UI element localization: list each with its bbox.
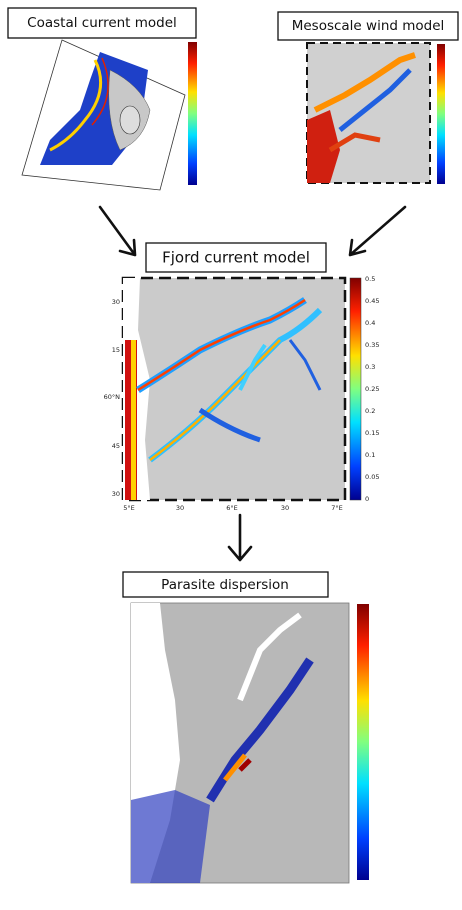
fjord bbox=[198, 407, 261, 443]
wind-panel bbox=[306, 42, 445, 184]
dispersion bbox=[206, 657, 314, 803]
y-tick-label: 30 bbox=[112, 490, 120, 498]
title-box bbox=[145, 242, 327, 273]
title-box bbox=[122, 571, 329, 598]
colorbar-tick-label: 0.2 bbox=[365, 407, 375, 415]
wind-field bbox=[313, 52, 416, 113]
title-box bbox=[7, 7, 197, 39]
colorbar-tick-label: 0.15 bbox=[365, 429, 379, 437]
node-title: Mesoscale wind model bbox=[292, 18, 445, 34]
x-tick-label: 30 bbox=[176, 504, 184, 512]
colorbar-tick-label: 0.35 bbox=[365, 341, 379, 349]
fjord bbox=[237, 612, 302, 702]
dispersion bbox=[223, 753, 247, 782]
colorbar-tick-label: 0 bbox=[365, 495, 369, 503]
land bbox=[119, 105, 141, 135]
wind-field bbox=[328, 132, 381, 153]
node-title: Fjord current model bbox=[162, 249, 310, 267]
y-tick-label: 15 bbox=[112, 346, 120, 354]
node-title: Coastal current model bbox=[27, 15, 177, 31]
wind-field bbox=[307, 110, 340, 183]
colorbar bbox=[188, 42, 197, 185]
y-tick-label: 45 bbox=[112, 442, 120, 450]
arrows bbox=[98, 205, 407, 562]
title-box bbox=[277, 11, 459, 41]
fjord bbox=[137, 298, 306, 392]
colorbar-tick-label: 0.3 bbox=[365, 363, 375, 371]
colorbar-tick-label: 0.1 bbox=[365, 451, 375, 459]
colorbar bbox=[357, 604, 369, 880]
coastal-panel bbox=[21, 39, 197, 191]
fjord bbox=[288, 339, 322, 391]
colorbar-tick-label: 0.05 bbox=[365, 473, 379, 481]
x-tick-label: 30 bbox=[281, 504, 289, 512]
colorbar bbox=[349, 277, 362, 501]
arrow bbox=[348, 205, 407, 257]
colorbar-tick-label: 0.25 bbox=[365, 385, 379, 393]
fjord bbox=[238, 343, 267, 391]
x-tick-label: 7°E bbox=[331, 504, 343, 512]
current bbox=[91, 57, 109, 126]
x-tick-label: 6°E bbox=[226, 504, 238, 512]
current bbox=[49, 59, 103, 152]
arrow bbox=[227, 513, 253, 562]
colorbar-tick-label: 0.4 bbox=[365, 319, 375, 327]
y-tick-label: 30 bbox=[112, 298, 120, 306]
arrow bbox=[98, 205, 137, 257]
fjord-panel bbox=[121, 276, 362, 502]
wind-field bbox=[338, 68, 412, 132]
x-tick-label: 5°E bbox=[123, 504, 135, 512]
y-tick-label: 60°N bbox=[104, 393, 121, 401]
node-title: Parasite dispersion bbox=[161, 577, 289, 593]
dispersion bbox=[131, 790, 210, 883]
colorbar-tick-label: 0.45 bbox=[365, 297, 379, 305]
parasite-panel bbox=[130, 602, 369, 884]
fjord bbox=[149, 339, 281, 461]
colorbar bbox=[437, 44, 445, 184]
colorbar-tick-label: 0.5 bbox=[365, 275, 375, 283]
current-field bbox=[131, 340, 136, 500]
dispersion bbox=[238, 758, 252, 772]
